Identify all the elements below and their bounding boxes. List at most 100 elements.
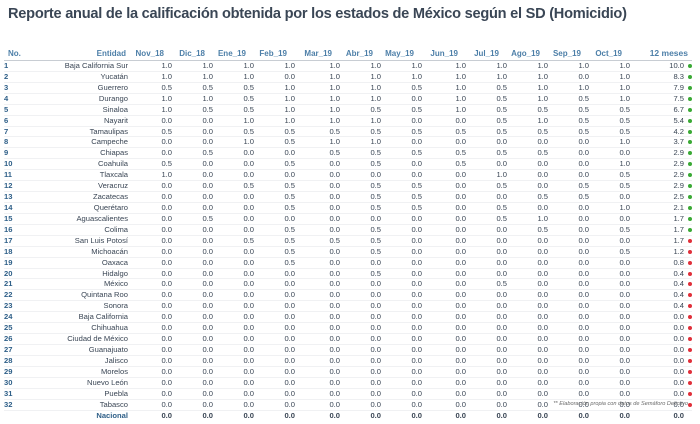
red-status-dot-icon [688,337,692,342]
twelve-month-score: 10.0 [669,61,684,70]
month-score: 1.0 [548,82,589,94]
month-score: 0.0 [254,147,295,160]
table-row: 28 Jalisco 0.0 0.0 0.0 0.0 0.0 0.0 0.0 0.0 0.0 0.0 0… [4,355,692,367]
red-status-dot-icon [688,315,692,320]
table-row: 16 Colima 0.0 0.0 0.0 0.5 0.0 0.5 0.0 0.0 0.0 0.5 0.… [4,224,692,236]
month-score: 0.5 [172,213,213,225]
nacional-month-score: 0.0 [578,410,589,420]
twelve-month-score: 1.7 [673,235,684,245]
state-name: Guanajuato [26,344,128,356]
month-score: 1.0 [422,82,466,94]
twelve-month-cell: 0.0 [630,366,692,378]
green-status-dot-icon [688,216,692,221]
month-score: 0.0 [254,278,295,291]
month-score: 0.5 [466,278,507,291]
month-score: 0.0 [589,344,630,356]
month-score: 0.0 [172,388,213,400]
month-score: 0.5 [340,126,381,138]
table-row: 30 Nuevo León 0.0 0.0 0.0 0.0 0.0 0.0 0.0 0.0 0.0 0… [4,377,692,389]
month-score: 0.0 [381,377,422,389]
month-score: 0.0 [422,388,466,400]
month-score: 0.0 [128,213,172,225]
month-score: 1.0 [589,82,630,94]
month-score: 0.5 [128,126,172,138]
month-score: 1.0 [128,104,172,116]
month-score: 0.0 [340,289,381,302]
month-score: 0.0 [254,366,295,378]
twelve-month-cell: 7.9 [630,82,692,94]
month-score: 0.0 [422,289,466,302]
state-name: Jalisco [26,355,128,367]
state-name: Veracruz [26,180,128,193]
header-month: May_19 [381,42,422,61]
month-score: 0.5 [295,147,340,160]
month-score: 0.5 [213,104,254,116]
month-score: 0.0 [548,268,589,280]
month-score: 1.0 [128,71,172,83]
month-score: 0.0 [466,388,507,400]
row-number: 31 [4,388,26,400]
twelve-month-cell: 0.0 [630,344,692,356]
month-score: 0.0 [128,399,172,411]
month-score: 0.0 [213,377,254,389]
state-name: Hidalgo [26,268,128,280]
red-status-dot-icon [688,271,692,276]
month-score: 0.5 [254,191,295,203]
month-score: 0.0 [172,289,213,302]
month-score: 0.0 [589,300,630,313]
twelve-month-score: 2.9 [673,148,684,158]
row-number: 23 [4,300,26,313]
table-row: 19 Oaxaca 0.0 0.0 0.0 0.5 0.0 0.0 0.0 0.0 0.0 0.0 0.… [4,257,692,269]
month-score: 0.0 [548,257,589,269]
month-score: 0.0 [422,213,466,225]
month-score: 0.0 [172,355,213,367]
twelve-month-score: 0.0 [673,334,684,344]
twelve-month-score: 6.7 [673,104,684,114]
month-score: 0.0 [507,388,548,400]
table-row: 14 Querétaro 0.0 0.0 0.0 0.5 0.0 0.5 0.5 0.0 0.5 0.… [4,202,692,214]
green-status-dot-icon [688,107,692,112]
month-score: 0.0 [548,366,589,378]
month-score: 0.0 [295,180,340,193]
month-score: 0.0 [172,311,213,324]
month-score: 0.0 [295,268,340,280]
row-number: 28 [4,355,26,367]
twelve-month-cell: 0.4 [630,300,692,313]
month-score: 0.0 [589,147,630,160]
month-score: 1.0 [295,136,340,149]
month-score: 0.0 [507,202,548,214]
green-status-dot-icon [688,74,692,79]
month-score: 0.0 [466,224,507,236]
month-score: 0.5 [254,126,295,138]
month-score: 0.5 [381,147,422,160]
month-score: 0.0 [254,289,295,302]
red-status-dot-icon [688,369,692,374]
month-score: 0.0 [172,322,213,335]
red-status-dot-icon [688,402,692,407]
month-score: 0.0 [381,355,422,367]
twelve-month-cell: 10.0 [630,60,692,72]
month-score: 0.0 [128,322,172,335]
month-score: 0.0 [295,377,340,389]
table-row: 29 Morelos 0.0 0.0 0.0 0.0 0.0 0.0 0.0 0.0 0.0 0.0 0… [4,366,692,378]
twelve-month-score: 3.7 [673,137,684,147]
month-score: 0.5 [340,202,381,214]
green-status-dot-icon [688,140,692,145]
state-name: Guerrero [26,82,128,94]
month-score: 0.0 [548,322,589,335]
month-score: 0.0 [128,191,172,203]
month-score: 0.0 [128,388,172,400]
month-score: 1.0 [213,136,254,149]
month-score: 1.0 [295,82,340,94]
month-score: 0.0 [172,158,213,171]
state-name: Aguascalientes [26,213,128,225]
table-row: 27 Guanajuato 0.0 0.0 0.0 0.0 0.0 0.0 0.0 0.0 0.0 0… [4,344,692,356]
month-score: 0.0 [507,300,548,313]
header-month: Ago_19 [507,42,548,61]
row-number: 2 [4,71,26,83]
row-number-empty [4,410,26,420]
twelve-month-score: 0.0 [673,388,684,398]
month-score: 0.0 [172,115,213,127]
state-name: Baja California [26,311,128,324]
month-score: 0.0 [213,355,254,367]
